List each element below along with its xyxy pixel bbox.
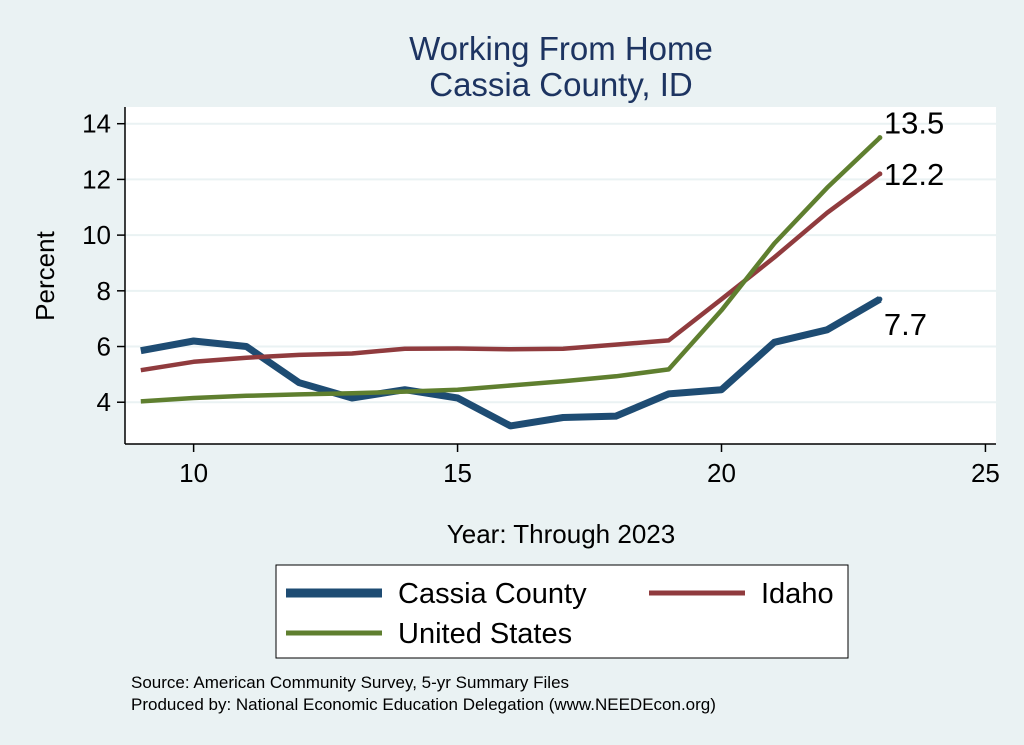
y-axis-label: Percent	[30, 230, 60, 320]
legend-label: United States	[398, 618, 572, 650]
axes: 4 6 8 10 12 14 10 15 20 25	[82, 107, 1000, 488]
chart-title-line-2: Cassia County, ID	[429, 66, 692, 103]
y-tick-label: 8	[97, 276, 111, 306]
y-tick-label: 12	[82, 164, 111, 194]
x-axis-label: Year: Through 2023	[447, 519, 675, 549]
y-tick-label: 10	[82, 220, 111, 250]
series-end-point	[877, 171, 883, 177]
y-tick-label: 14	[82, 109, 111, 139]
end-label-united-states: 13.5	[884, 106, 944, 141]
series-end-point	[877, 296, 883, 302]
series-lines	[140, 135, 883, 430]
legend-box	[275, 564, 849, 659]
end-label-cassia-county: 7.7	[884, 307, 927, 342]
legend-label: Cassia County	[398, 578, 587, 610]
x-tick-label: 10	[179, 458, 208, 488]
y-tick-label: 6	[97, 332, 111, 362]
chart-title-line-1: Working From Home	[409, 30, 713, 67]
x-tick-label: 15	[443, 458, 472, 488]
legend: Cassia County Idaho United States	[286, 578, 834, 650]
series-line-idaho	[140, 171, 882, 373]
x-tick-label: 25	[971, 458, 1000, 488]
end-labels: 7.7 12.2 13.5	[884, 106, 944, 343]
series-end-point	[877, 135, 883, 141]
end-label-idaho: 12.2	[884, 157, 944, 192]
source-note: Source: American Community Survey, 5-yr …	[131, 673, 569, 692]
y-tick-label: 4	[97, 387, 111, 417]
legend-label: Idaho	[761, 578, 834, 610]
x-tick-label: 20	[707, 458, 736, 488]
series-line-united-states	[140, 135, 882, 404]
produced-by-note: Produced by: National Economic Education…	[131, 695, 716, 714]
grid-lines	[125, 122, 996, 404]
